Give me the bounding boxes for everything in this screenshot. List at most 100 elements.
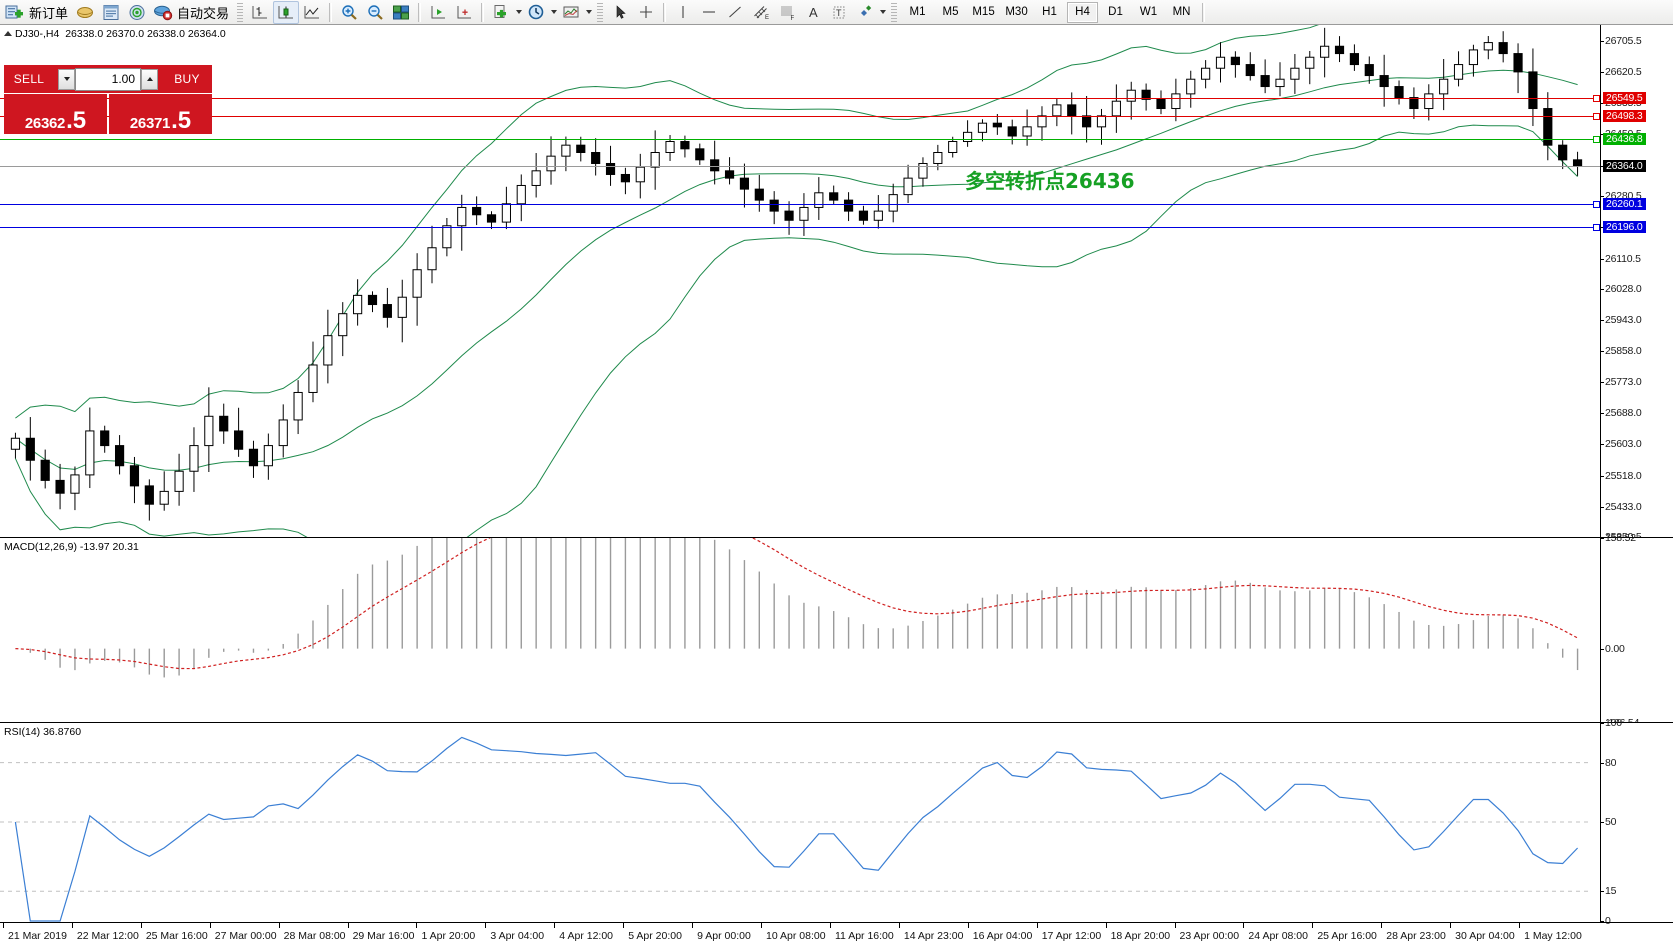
line-chart-icon[interactable] (299, 1, 325, 24)
shapes-dropdown-caret[interactable] (878, 1, 887, 23)
navigator-icon[interactable] (124, 1, 150, 24)
level-line-resistance-2[interactable] (0, 116, 1600, 118)
candle-body (114, 445, 125, 467)
candle-body (144, 485, 154, 505)
templates-icon[interactable] (488, 1, 514, 24)
level-label-support-1[interactable]: 26260.1 (1603, 197, 1646, 210)
toolbar-grip-2[interactable] (597, 2, 604, 22)
rsi-pane[interactable]: RSI(14) 36.8760 100 80 50 15 0 (0, 717, 1673, 927)
level-handle-support-2[interactable] (1593, 224, 1600, 232)
templates-dropdown-caret[interactable] (514, 1, 523, 23)
timeframe-w1[interactable]: W1 (1139, 6, 1158, 18)
auto-scroll-icon[interactable] (451, 1, 477, 24)
zoom-in-icon[interactable] (336, 1, 362, 24)
level-line-support-2[interactable] (0, 227, 1600, 229)
period-dropdown-caret[interactable] (549, 1, 558, 23)
autotrading-icon[interactable] (150, 1, 176, 24)
timeframe-h4[interactable]: H4 (1067, 1, 1099, 23)
candle-body (977, 122, 988, 133)
rsi-axis[interactable]: 100 80 50 15 0 (1600, 717, 1673, 927)
candle-body (546, 155, 556, 172)
candlestick-chart-icon[interactable] (273, 0, 300, 24)
candle-body (486, 214, 497, 223)
zoom-out-icon[interactable] (362, 1, 388, 24)
candle-body (695, 148, 705, 161)
level-handle-pivot-green[interactable] (1593, 136, 1600, 143)
data-window-icon[interactable] (98, 1, 124, 24)
level-label-support-2[interactable]: 26196.0 (1603, 221, 1646, 234)
buy-button[interactable]: BUY (162, 65, 212, 93)
sell-price[interactable]: 26362.5 (4, 94, 107, 134)
level-label-last-price[interactable]: 26364.0 (1603, 159, 1646, 172)
trade-panel-prices: 26362.5 26371.5 (4, 94, 212, 134)
macd-axis[interactable]: 158.520.00-106.54 (1600, 532, 1673, 729)
candle-body (204, 415, 214, 447)
level-line-resistance-1[interactable] (0, 97, 1600, 99)
indicators-icon[interactable] (558, 1, 584, 24)
candle-body (1379, 75, 1389, 88)
tile-windows-icon[interactable] (388, 1, 414, 24)
one-click-trading-panel[interactable]: SELL 1.00 BUY 26362.5 26371.5 (4, 65, 212, 134)
candle-body (219, 415, 229, 432)
period-icon[interactable] (523, 1, 549, 24)
rsi-plot[interactable] (0, 723, 1600, 922)
buy-price[interactable]: 26371.5 (109, 94, 212, 134)
volume-input[interactable]: 1.00 (75, 67, 141, 91)
level-line-support-1[interactable] (0, 203, 1600, 205)
level-handle-support-1[interactable] (1593, 200, 1600, 208)
level-handle-resistance-2[interactable] (1593, 113, 1600, 121)
text-label-icon[interactable]: T (826, 1, 852, 24)
toolbar-grip[interactable] (237, 2, 244, 22)
level-line-last-price[interactable] (0, 165, 1600, 167)
expert-advisors-icon[interactable] (72, 1, 98, 24)
vertical-line-icon[interactable] (670, 1, 696, 24)
indicators-dropdown-caret[interactable] (584, 1, 593, 23)
chart-area[interactable]: DJ30-,H4 26338.0 26370.0 26338.0 26364.0… (0, 25, 1673, 948)
chart-annotation-text[interactable]: 多空转折点26436 (965, 169, 1135, 193)
timeframe-m5[interactable]: M5 (942, 6, 959, 18)
collapse-triangle-icon[interactable] (4, 31, 12, 36)
fibonacci-icon[interactable]: F (774, 1, 800, 24)
timeframe-m30[interactable]: M30 (1005, 6, 1028, 18)
candle-body (323, 335, 333, 366)
level-label-resistance-2[interactable]: 26498.3 (1603, 110, 1646, 123)
timeframe-h1[interactable]: H1 (1042, 6, 1057, 18)
candle-body (1468, 49, 1479, 66)
level-line-pivot-green[interactable] (0, 139, 1600, 140)
price-pane[interactable]: DJ30-,H4 26338.0 26370.0 26338.0 26364.0… (0, 25, 1673, 543)
timeframe-mn[interactable]: MN (1172, 6, 1191, 18)
autotrading-label[interactable]: 自动交易 (177, 5, 230, 21)
equidistant-channel-icon[interactable]: E (748, 1, 774, 24)
horizontal-line-icon[interactable] (696, 1, 722, 24)
volume-increment-button[interactable] (141, 68, 158, 90)
level-label-pivot-green[interactable]: 26436.8 (1603, 133, 1646, 145)
timeframe-d1[interactable]: D1 (1108, 6, 1123, 18)
crosshair-icon[interactable] (633, 1, 659, 24)
toolbar-grip-3[interactable] (891, 2, 898, 22)
rsi-axis-tick: 50 (1600, 816, 1617, 828)
timeframe-m15[interactable]: M15 (972, 6, 995, 18)
level-handle-resistance-1[interactable] (1593, 94, 1600, 102)
shapes-icon[interactable] (852, 1, 878, 24)
bar-chart-icon[interactable] (247, 1, 273, 24)
text-icon[interactable]: A (800, 1, 826, 24)
trendline-icon[interactable] (722, 1, 748, 24)
price-plot[interactable] (0, 25, 1600, 537)
sell-button[interactable]: SELL (4, 65, 54, 93)
cursor-icon[interactable] (607, 1, 633, 24)
macd-plot[interactable] (0, 538, 1600, 722)
volume-control[interactable]: 1.00 (54, 65, 162, 93)
price-axis-tick: 25688.0 (1601, 407, 1642, 420)
candle-body (948, 141, 958, 153)
time-axis[interactable]: 21 Mar 2019 22 Mar 12:00 25 Mar 16:00 27 Ma… (0, 922, 1673, 948)
price-axis[interactable]: 26705.526620.526535.526450.526364.026280… (1600, 25, 1673, 543)
chart-shift-icon[interactable] (425, 1, 451, 24)
new-order-label[interactable]: 新订单 (29, 5, 69, 21)
timeframe-m1[interactable]: M1 (909, 6, 926, 18)
level-label-resistance-1[interactable]: 26549.5 (1603, 91, 1646, 104)
candle-body (1543, 108, 1553, 146)
macd-pane[interactable]: MACD(12,26,9) -13.97 20.31 158.520.00-10… (0, 532, 1673, 729)
volume-dropdown-button[interactable] (58, 68, 75, 90)
new-order-icon[interactable] (2, 1, 28, 24)
svg-text:A: A (809, 5, 818, 20)
